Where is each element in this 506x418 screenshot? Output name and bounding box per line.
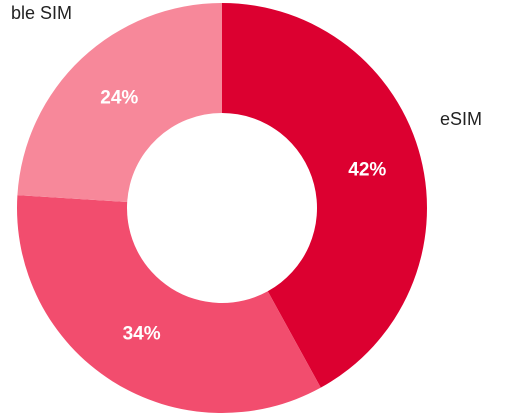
category-label: eSIM — [440, 109, 482, 129]
donut-slice — [16, 195, 321, 413]
donut-slice — [17, 3, 222, 203]
value-label: 34% — [123, 324, 161, 345]
category-label: ble SIM — [11, 3, 72, 23]
donut-slice — [222, 3, 428, 388]
value-label: 42% — [348, 160, 386, 181]
value-label: 24% — [100, 88, 138, 109]
